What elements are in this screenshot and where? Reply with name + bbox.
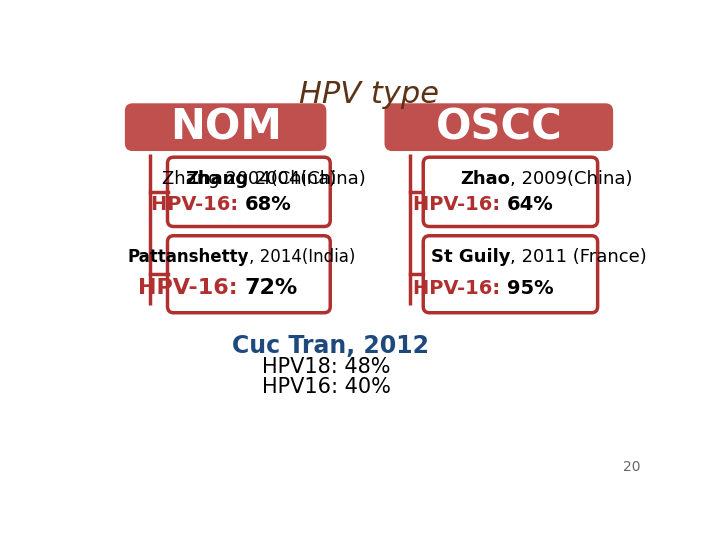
Text: 64%: 64% xyxy=(507,195,553,214)
Text: HPV type: HPV type xyxy=(299,80,439,109)
FancyBboxPatch shape xyxy=(168,157,330,226)
FancyBboxPatch shape xyxy=(125,103,326,151)
FancyBboxPatch shape xyxy=(168,236,330,313)
Text: 20: 20 xyxy=(623,461,640,475)
Text: , 2009(China): , 2009(China) xyxy=(510,170,633,188)
Text: 68%: 68% xyxy=(245,195,292,214)
Text: Zhang 2004(China): Zhang 2004(China) xyxy=(162,170,336,188)
Text: Zhang: Zhang xyxy=(186,170,249,188)
Text: HPV-16:: HPV-16: xyxy=(151,195,245,214)
FancyBboxPatch shape xyxy=(423,236,598,313)
Text: , 2014(India): , 2014(India) xyxy=(249,248,355,266)
Text: Zhao: Zhao xyxy=(461,170,510,188)
FancyBboxPatch shape xyxy=(423,157,598,226)
Text: , 2011 (France): , 2011 (France) xyxy=(510,248,647,266)
Text: HPV-16:: HPV-16: xyxy=(138,278,245,298)
Text: NOM: NOM xyxy=(170,106,282,148)
Text: OSCC: OSCC xyxy=(436,106,562,148)
Text: HPV-16:: HPV-16: xyxy=(413,279,507,298)
Text: St Guily: St Guily xyxy=(431,248,510,266)
Text: HPV16: 40%: HPV16: 40% xyxy=(262,377,391,397)
Text: Pattanshetty: Pattanshetty xyxy=(127,248,249,266)
Text: 72%: 72% xyxy=(245,278,298,298)
Text: 2004(China): 2004(China) xyxy=(249,170,366,188)
Text: HPV-16:: HPV-16: xyxy=(413,195,507,214)
Text: Cuc Tran, 2012: Cuc Tran, 2012 xyxy=(232,334,428,358)
Text: 95%: 95% xyxy=(507,279,553,298)
FancyBboxPatch shape xyxy=(384,103,613,151)
Text: HPV18: 48%: HPV18: 48% xyxy=(262,356,391,376)
